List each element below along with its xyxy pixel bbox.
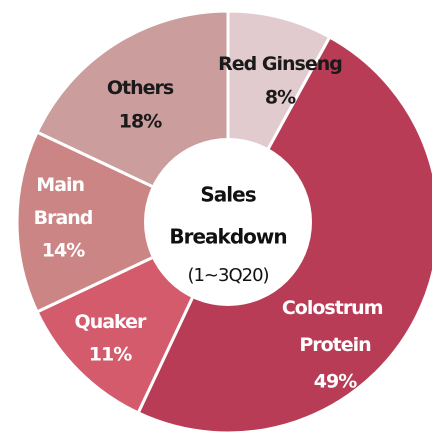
slice-label-line: Main bbox=[36, 174, 89, 196]
center-label: Breakdown bbox=[169, 225, 286, 249]
slice-label: Quaker bbox=[75, 311, 148, 333]
slice-label-line: Brand bbox=[34, 207, 93, 229]
slice-label: Main Brand bbox=[34, 174, 93, 229]
value-label: 49% bbox=[314, 371, 357, 393]
slice bbox=[15, 130, 232, 314]
slice-label-line: Others bbox=[107, 77, 174, 99]
slice-label-line: Red Ginseng bbox=[218, 53, 342, 75]
center-hole bbox=[144, 138, 312, 306]
slice-label-line: Colostrum bbox=[282, 297, 388, 319]
slice-label: Others bbox=[107, 77, 174, 99]
value-label: 11% bbox=[89, 344, 132, 366]
value-label: 18% bbox=[119, 111, 162, 133]
value-label: 8% bbox=[265, 87, 296, 109]
center-label: Sales bbox=[200, 183, 255, 207]
value-label: 14% bbox=[42, 240, 85, 262]
center-label: (1~3Q20) bbox=[187, 265, 268, 286]
slice-label: Colostrum Protein bbox=[282, 297, 388, 356]
slice-label-line: Quaker bbox=[75, 311, 148, 333]
slice-label-line: Protein bbox=[299, 334, 371, 356]
slice-label: Red Ginseng bbox=[218, 53, 342, 75]
